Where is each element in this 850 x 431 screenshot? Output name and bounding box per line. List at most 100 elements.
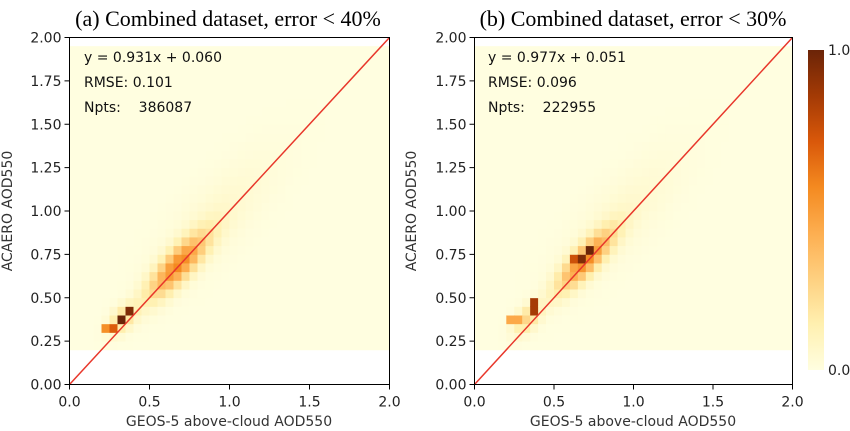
heatmap-cell [77, 263, 86, 273]
heatmap-cell [229, 72, 238, 82]
heatmap-cell [69, 289, 78, 299]
heatmap-cell [309, 176, 318, 186]
heatmap-cell [490, 158, 499, 169]
heatmap-cell [85, 211, 94, 221]
heatmap-cell [705, 263, 714, 273]
heatmap-cell [237, 323, 246, 333]
heatmap-cell [657, 202, 666, 212]
heatmap-cell [577, 271, 587, 281]
heatmap-cell [101, 263, 110, 273]
heatmap-cell [728, 332, 738, 342]
heatmap-cell [101, 297, 110, 307]
heatmap-cell [317, 315, 326, 325]
heatmap-cell [109, 150, 118, 160]
heatmap-cell [365, 254, 374, 264]
heatmap-cell [601, 184, 611, 195]
heatmap-cell [522, 237, 531, 247]
heatmap-cell [736, 46, 746, 56]
heatmap-cell [633, 263, 642, 273]
heatmap-cell [705, 323, 714, 333]
heatmap-cell [490, 245, 499, 255]
heatmap-cell [768, 211, 777, 221]
heatmap-cell [269, 193, 278, 203]
heatmap-cell [77, 72, 86, 82]
heatmap-cell [609, 323, 618, 333]
heatmap-cell [482, 193, 491, 203]
heatmap-cell [197, 263, 206, 273]
heatmap-cell [752, 323, 762, 333]
heatmap-cell [149, 306, 158, 316]
heatmap-cell [197, 219, 206, 229]
heatmap-cell [569, 332, 579, 342]
heatmap-cell [554, 341, 563, 351]
heatmap-cell [713, 72, 722, 82]
heatmap-cell [221, 228, 230, 238]
heatmap-cell [101, 332, 110, 342]
heatmap-cell [593, 158, 603, 169]
heatmap-cell [285, 167, 294, 177]
heatmap-cell [609, 141, 618, 151]
heatmap-cell [768, 115, 777, 125]
heatmap-cell [705, 150, 714, 160]
heatmap-cell [237, 176, 246, 186]
heatmap-cell [317, 80, 326, 90]
heatmap-cell [593, 306, 603, 316]
heatmap-cell [713, 306, 722, 316]
x-tick-label: 0.5 [138, 395, 160, 411]
heatmap-cell [736, 315, 746, 325]
heatmap-cell [213, 72, 222, 82]
heatmap-cell [205, 63, 214, 73]
heatmap-cell [341, 89, 350, 99]
heatmap-cell [577, 202, 587, 212]
heatmap-cell [245, 106, 254, 116]
heatmap-cell [109, 219, 118, 229]
heatmap-cell [561, 167, 571, 177]
heatmap-cell [325, 271, 334, 281]
heatmap-cell [784, 323, 793, 333]
heatmap-cell [205, 132, 214, 142]
heatmap-cell [357, 315, 366, 325]
heatmap-cell [357, 106, 366, 116]
heatmap-cell [673, 132, 682, 142]
heatmap-cell [744, 98, 754, 108]
heatmap-cell [530, 63, 539, 73]
heatmap-cell [554, 193, 563, 203]
heatmap-cell [776, 341, 785, 351]
heatmap-cell [490, 184, 499, 195]
heatmap-cell [341, 245, 350, 255]
heatmap-cell [317, 176, 326, 186]
heatmap-cell [325, 184, 334, 195]
heatmap-cell [609, 219, 618, 229]
heatmap-cell [601, 315, 611, 325]
heatmap-cell [269, 141, 278, 151]
heatmap-cell [625, 124, 634, 134]
heatmap-cell [689, 124, 698, 134]
heatmap-cell [554, 132, 563, 142]
heatmap-cell [285, 228, 294, 238]
heatmap-cell [784, 245, 793, 255]
heatmap-cell [530, 89, 539, 99]
heatmap-cell [341, 46, 350, 56]
heatmap-cell [93, 332, 102, 342]
heatmap-cell [301, 115, 310, 125]
heatmap-cell [649, 167, 658, 177]
heatmap-cell [609, 72, 618, 82]
heatmap-cell [601, 46, 611, 56]
heatmap-cell [546, 228, 555, 238]
heatmap-cell [705, 141, 714, 151]
heatmap-cell [673, 46, 682, 56]
heatmap-cell [109, 132, 118, 142]
heatmap-cell [229, 289, 238, 299]
heatmap-cell [325, 297, 334, 307]
heatmap-cell [245, 219, 254, 229]
heatmap-cell [530, 254, 539, 264]
heatmap-cell [285, 115, 294, 125]
heatmap-cell [713, 98, 722, 108]
heatmap-cell [649, 80, 658, 90]
heatmap-cell [277, 141, 286, 151]
heatmap-cell [117, 202, 126, 212]
heatmap-cell [554, 245, 563, 255]
heatmap-cell [117, 306, 126, 316]
heatmap-cell [293, 263, 302, 273]
heatmap-cell [269, 80, 278, 90]
